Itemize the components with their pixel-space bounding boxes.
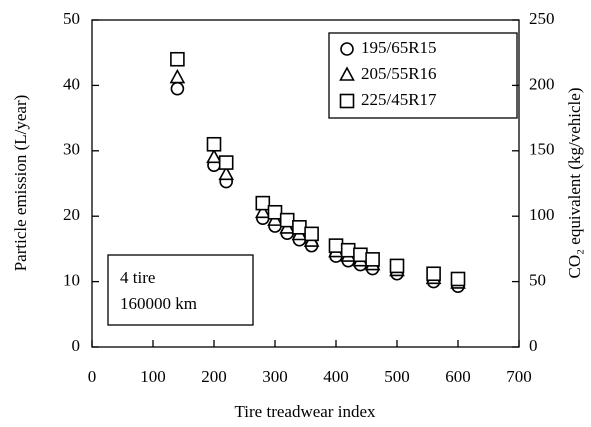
y2-tick-label: 150 [529, 140, 555, 159]
x-tick-label: 700 [506, 367, 532, 386]
x-tick-label: 500 [384, 367, 410, 386]
legend-label: 205/55R16 [361, 64, 437, 83]
marker-triangle [169, 68, 186, 84]
x-tick-label: 400 [323, 367, 349, 386]
marker-triangle [206, 148, 222, 164]
marker-square [426, 266, 441, 282]
marker-square [206, 136, 222, 152]
marker-triangle [339, 66, 355, 81]
marker-square [365, 252, 380, 267]
x-tick-label: 100 [140, 367, 166, 386]
y-tick-label: 0 [72, 336, 81, 355]
marker-square [292, 220, 307, 235]
annotation: 4 tire [120, 268, 155, 287]
legend-box [328, 32, 518, 119]
x-tick-label: 200 [201, 367, 227, 386]
x-axis-title: Tire treadwear index [235, 402, 376, 421]
legend-label: 195/65R15 [361, 38, 437, 57]
annotation: 160000 km [120, 294, 197, 313]
x-tick-label: 0 [88, 367, 97, 386]
y2-tick-label: 50 [529, 271, 546, 290]
y-axis-title: Particle emission (L/year) [11, 95, 30, 272]
legend-label: 225/45R17 [361, 90, 437, 109]
marker-square [339, 93, 355, 109]
y2-tick-label: 200 [529, 74, 555, 93]
marker-circle [340, 42, 354, 56]
marker-square [340, 242, 356, 258]
marker-circle [170, 81, 185, 96]
annotation-box [107, 254, 254, 326]
marker-triangle [218, 165, 235, 181]
marker-triangle [254, 203, 271, 219]
y2-axis-title: CO₂ equivalent (kg/vehicle) [565, 88, 584, 279]
y-tick-label: 40 [63, 74, 80, 93]
y2-tick-label: 0 [529, 336, 538, 355]
x-tick-label: 300 [262, 367, 288, 386]
marker-square [170, 51, 185, 67]
marker-square [279, 212, 295, 228]
marker-square [267, 204, 283, 220]
marker-square [353, 247, 368, 263]
marker-square [255, 195, 271, 211]
marker-square [218, 155, 234, 170]
y-tick-label: 10 [63, 271, 80, 290]
marker-square [304, 226, 319, 242]
y-tick-label: 50 [63, 9, 80, 28]
x-tick-label: 600 [445, 367, 471, 386]
marker-square [328, 238, 344, 253]
marker-square [389, 258, 405, 274]
y2-tick-label: 250 [529, 9, 555, 28]
y-tick-label: 30 [63, 140, 80, 159]
y2-tick-label: 100 [529, 205, 555, 224]
marker-square [450, 271, 466, 287]
plot-frame [91, 19, 520, 348]
y-tick-label: 20 [63, 205, 80, 224]
